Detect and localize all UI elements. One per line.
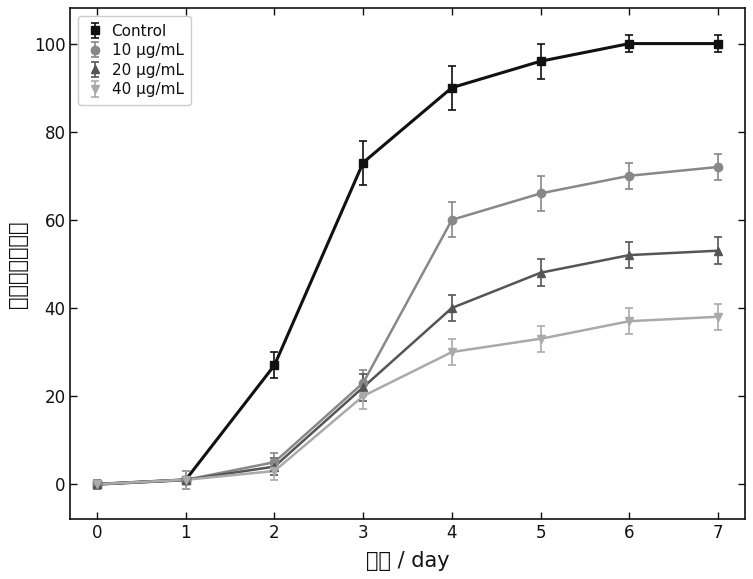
Legend: Control, 10 μg/mL, 20 μg/mL, 40 μg/mL: Control, 10 μg/mL, 20 μg/mL, 40 μg/mL: [78, 16, 191, 105]
X-axis label: 时间 / day: 时间 / day: [366, 551, 450, 571]
Y-axis label: 归一化荧光强度: 归一化荧光强度: [8, 220, 29, 307]
